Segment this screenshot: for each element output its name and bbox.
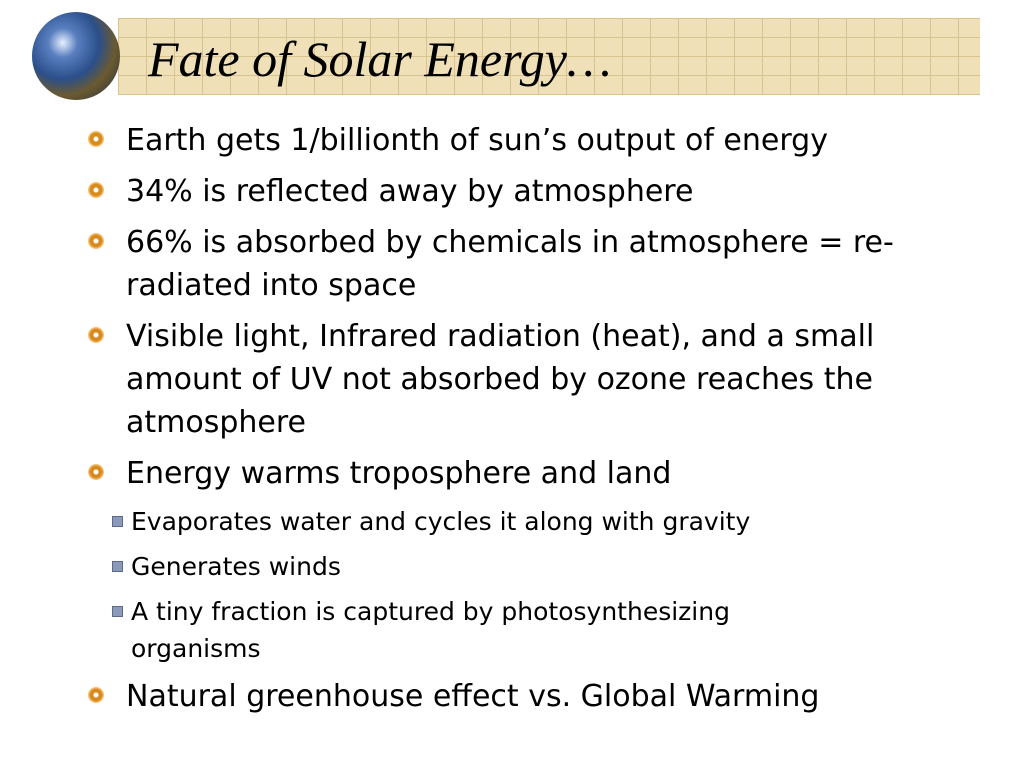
sub-bullet: Evaporates water and cycles it along wit… — [86, 503, 851, 540]
bullet: Natural greenhouse effect vs. Global War… — [86, 675, 966, 718]
bullet-text: 66% is absorbed by chemicals in atmosphe… — [126, 225, 894, 303]
bullet-text: Visible light, Infrared radiation (heat)… — [126, 319, 875, 440]
slide-title: Fate of Solar Energy… — [148, 31, 612, 87]
bullet-list: Earth gets 1/billionth of sun’s output o… — [86, 119, 966, 726]
bullet: Energy warms troposphere and land — [86, 452, 966, 495]
bullet-icon — [88, 182, 104, 198]
sub-bullet: A tiny fraction is captured by photosynt… — [86, 593, 851, 667]
header-band — [118, 18, 980, 95]
sub-bullet-text: Generates winds — [131, 552, 341, 581]
bullet-text: 34% is reflected away by atmosphere — [126, 174, 694, 209]
sub-bullet-text: A tiny fraction is captured by photosynt… — [131, 597, 730, 663]
sub-bullet-text: Evaporates water and cycles it along wit… — [131, 507, 751, 536]
sub-bullet-icon — [112, 561, 123, 572]
bullet: 34% is reflected away by atmosphere — [86, 170, 966, 213]
sub-bullet-icon — [112, 606, 123, 617]
globe-icon — [32, 12, 120, 100]
bullet: Earth gets 1/billionth of sun’s output o… — [86, 119, 966, 162]
bullet-text: Natural greenhouse effect vs. Global War… — [126, 679, 820, 714]
bullet-icon — [88, 131, 104, 147]
bullet-icon — [88, 233, 104, 249]
sub-bullet-icon — [112, 516, 123, 527]
bullet: Visible light, Infrared radiation (heat)… — [86, 315, 966, 444]
bullet-icon — [88, 687, 104, 703]
sub-list: Evaporates water and cycles it along wit… — [86, 503, 966, 667]
bullet-text: Earth gets 1/billionth of sun’s output o… — [126, 123, 828, 158]
sub-bullet: Generates winds — [86, 548, 851, 585]
bullet: 66% is absorbed by chemicals in atmosphe… — [86, 221, 966, 307]
bullet-icon — [88, 464, 104, 480]
bullet-text: Energy warms troposphere and land — [126, 456, 672, 491]
bullet-icon — [88, 327, 104, 343]
